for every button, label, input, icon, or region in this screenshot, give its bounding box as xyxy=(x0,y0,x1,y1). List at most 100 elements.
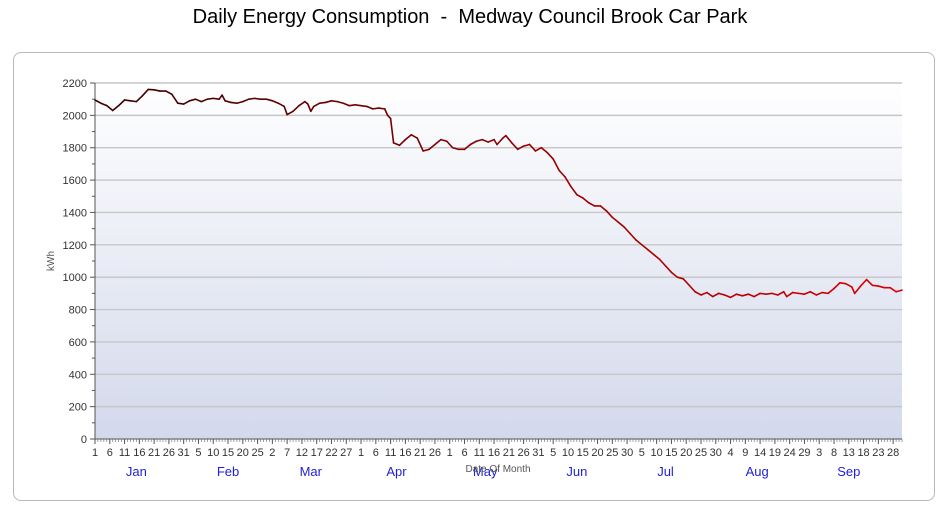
x-tick-label: 15 xyxy=(665,447,677,459)
series-segment xyxy=(392,142,401,147)
x-tick-label: 10 xyxy=(207,447,219,459)
series-segment xyxy=(664,265,673,274)
series-segment xyxy=(765,292,773,295)
x-tick-label: 15 xyxy=(222,447,234,459)
series-segment xyxy=(271,99,280,105)
x-tick-label: 25 xyxy=(606,447,618,459)
x-tick-label: 5 xyxy=(550,447,556,459)
x-tick-label: 11 xyxy=(119,447,130,459)
series-segment xyxy=(895,289,903,293)
series-segment xyxy=(877,285,886,289)
x-tick-label: 26 xyxy=(163,447,175,459)
y-tick-label: 0 xyxy=(81,434,87,446)
series-segment xyxy=(552,158,560,172)
y-axis-label: kWh xyxy=(46,251,57,271)
x-tick-label: 6 xyxy=(107,447,113,459)
x-tick-label: 5 xyxy=(195,447,201,459)
x-tick-label: 21 xyxy=(414,447,426,459)
series-segment xyxy=(318,101,327,105)
x-tick-label: 17 xyxy=(311,447,323,459)
series-segment xyxy=(212,97,220,100)
x-tick-label: 9 xyxy=(742,447,748,459)
series-segment xyxy=(493,138,498,146)
series-segment xyxy=(641,244,649,251)
series-segment xyxy=(599,205,608,212)
series-segment xyxy=(803,290,812,295)
y-tick-label: 2200 xyxy=(63,78,87,90)
series-segment xyxy=(200,98,209,103)
series-segment xyxy=(534,146,543,152)
x-tick-label: 10 xyxy=(562,447,574,459)
y-axis: 0 200 400 600 800 1000 1200 1400 1600 1800 2000 220… xyxy=(63,78,96,446)
y-tick-label: 2000 xyxy=(63,110,87,122)
series-segment xyxy=(635,239,643,246)
x-tick-label: 24 xyxy=(784,447,796,459)
series-segment xyxy=(729,293,738,299)
series-segment xyxy=(410,133,419,139)
series-segment xyxy=(194,98,203,103)
series-segment xyxy=(188,98,197,102)
x-tick-label: 15 xyxy=(577,447,589,459)
series-segment xyxy=(106,104,114,112)
series-segment xyxy=(171,93,179,105)
series-segment xyxy=(815,291,823,296)
series-segment xyxy=(451,146,460,151)
series-segment xyxy=(871,284,880,287)
series-segment xyxy=(324,99,333,104)
series-segment xyxy=(833,282,841,290)
series-segment xyxy=(505,134,513,144)
plot-area xyxy=(95,83,902,439)
month-label: May xyxy=(473,464,498,479)
x-tick-label: 20 xyxy=(591,447,603,459)
series-segment xyxy=(123,99,132,102)
series-segment xyxy=(206,97,215,100)
x-tick-label: 21 xyxy=(503,447,515,459)
series-segment xyxy=(165,90,173,96)
x-tick-label: 31 xyxy=(178,447,190,459)
series-segment xyxy=(853,285,862,295)
x-tick-label: 29 xyxy=(798,447,810,459)
series-segment xyxy=(176,102,185,105)
series-segment xyxy=(372,107,380,110)
y-tick-label: 1800 xyxy=(63,143,87,155)
series-segment xyxy=(717,292,726,296)
chart-title: Daily Energy Consumption - Medway Counci… xyxy=(192,6,748,28)
series-segment xyxy=(682,278,690,287)
x-tick-label: 16 xyxy=(399,447,411,459)
y-tick-label: 1600 xyxy=(63,175,87,187)
series-segment xyxy=(522,143,531,147)
x-tick-label: 2 xyxy=(269,447,275,459)
series-segment xyxy=(587,201,596,207)
x-tick-label: 1 xyxy=(92,447,98,459)
series-segment xyxy=(283,105,288,116)
series-segment xyxy=(100,102,108,107)
series-segment xyxy=(759,292,767,295)
x-tick-label: 30 xyxy=(621,447,633,459)
series-segment xyxy=(383,108,389,117)
y-tick-label: 200 xyxy=(69,402,87,414)
series-segment xyxy=(404,133,413,141)
series-segment xyxy=(741,293,750,297)
series-segment xyxy=(94,99,102,105)
series-segment xyxy=(617,221,625,228)
line-chart: 0200400600800100012001400160018002000220… xyxy=(46,78,903,479)
series-segment xyxy=(706,291,714,298)
x-tick-label: 14 xyxy=(754,447,766,459)
series-segment xyxy=(286,110,294,116)
series-segment xyxy=(576,193,584,199)
month-labels: Jan Feb Mar Apr May Jun Jul Aug Sep xyxy=(126,464,860,479)
series-segment xyxy=(516,145,525,151)
series-segment xyxy=(398,138,407,147)
series-segment xyxy=(797,292,806,295)
x-tick-label: 16 xyxy=(488,447,500,459)
series-segment xyxy=(676,276,685,280)
x-tick-label: 4 xyxy=(727,447,733,459)
series-segment xyxy=(712,292,720,298)
x-tick-label: 20 xyxy=(680,447,692,459)
series-segment xyxy=(348,104,356,107)
series-segment xyxy=(292,104,300,113)
series-segment xyxy=(389,117,395,144)
series-segment xyxy=(782,290,788,298)
y-tick-label: 1200 xyxy=(63,240,87,252)
series-segment xyxy=(611,216,620,223)
